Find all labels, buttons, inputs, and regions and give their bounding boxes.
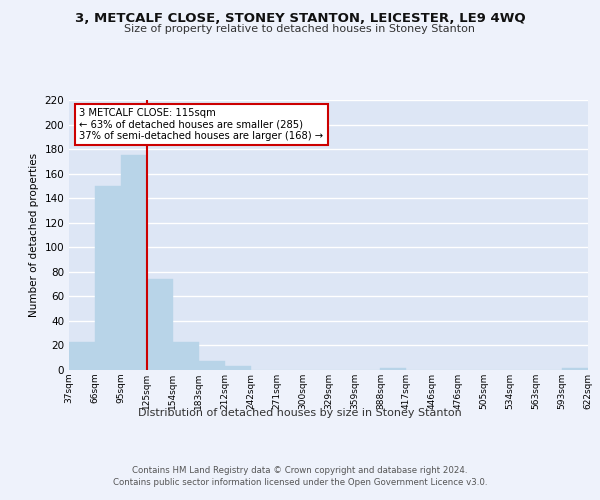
Bar	[69, 342, 95, 370]
Bar	[95, 186, 121, 370]
Bar	[199, 362, 224, 370]
Text: 3, METCALF CLOSE, STONEY STANTON, LEICESTER, LE9 4WQ: 3, METCALF CLOSE, STONEY STANTON, LEICES…	[74, 12, 526, 26]
Text: Size of property relative to detached houses in Stoney Stanton: Size of property relative to detached ho…	[125, 24, 476, 34]
Bar	[225, 366, 251, 370]
Text: Contains public sector information licensed under the Open Government Licence v3: Contains public sector information licen…	[113, 478, 487, 487]
Bar	[173, 342, 199, 370]
Bar	[380, 368, 406, 370]
Bar	[562, 368, 588, 370]
Y-axis label: Number of detached properties: Number of detached properties	[29, 153, 39, 317]
Text: 3 METCALF CLOSE: 115sqm
← 63% of detached houses are smaller (285)
37% of semi-d: 3 METCALF CLOSE: 115sqm ← 63% of detache…	[79, 108, 323, 142]
Text: Distribution of detached houses by size in Stoney Stanton: Distribution of detached houses by size …	[138, 408, 462, 418]
Bar	[147, 279, 173, 370]
Bar	[121, 155, 147, 370]
Text: Contains HM Land Registry data © Crown copyright and database right 2024.: Contains HM Land Registry data © Crown c…	[132, 466, 468, 475]
